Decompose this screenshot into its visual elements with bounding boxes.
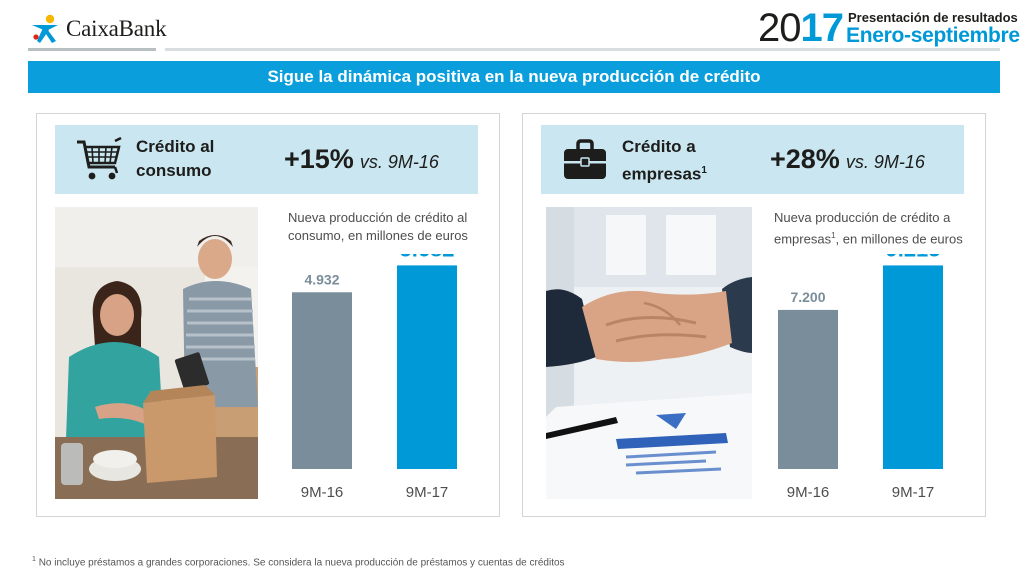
growth-figure: +28% vs. 9M-16 bbox=[770, 144, 925, 175]
panel-header: Crédito a empresas1 +28% vs. 9M-16 bbox=[541, 125, 964, 194]
consumer-credit-panel: Crédito al consumo +15% vs. 9M-16 Nueva p… bbox=[36, 113, 500, 517]
banner-text: Sigue la dinámica positiva en la nueva p… bbox=[267, 67, 761, 86]
year-label: 2017 bbox=[758, 6, 844, 50]
logo-divider bbox=[28, 48, 156, 51]
value-label-9m-16: 7.200 bbox=[790, 289, 825, 305]
business-credit-panel: Crédito a empresas1 +28% vs. 9M-16 Nueva … bbox=[522, 113, 986, 517]
panel-header: Crédito al consumo +15% vs. 9M-16 bbox=[55, 125, 478, 194]
bar-9m-17 bbox=[883, 265, 943, 469]
chart-caption: Nueva producción de crédito al consumo, … bbox=[288, 210, 468, 243]
panel-title: Crédito a empresas1 bbox=[622, 135, 772, 187]
bar-9m-16 bbox=[292, 292, 352, 469]
category-label-9m-16: 9M-16 bbox=[301, 484, 344, 501]
growth-figure: +15% vs. 9M-16 bbox=[284, 144, 439, 175]
business-credit-bar-chart: 7.200 9M-16 9.213 9M-17 bbox=[778, 254, 943, 501]
section-banner: Sigue la dinámica positiva en la nueva p… bbox=[28, 61, 1000, 93]
briefcase-icon bbox=[564, 139, 606, 179]
consumer-credit-bar-chart: 4.932 9M-16 5.682 9M-17 bbox=[292, 254, 457, 501]
growth-value: +28% bbox=[770, 144, 840, 174]
panel-title-text: Crédito a empresas bbox=[622, 137, 702, 184]
header-divider bbox=[165, 48, 1000, 51]
presentation-title: Presentación de resultados bbox=[848, 10, 1018, 25]
category-label-9m-17: 9M-17 bbox=[892, 484, 935, 501]
handshake-photo bbox=[546, 207, 752, 499]
footnote: 1 No incluye préstamos a grandes corpora… bbox=[32, 556, 565, 568]
category-label-9m-16: 9M-16 bbox=[787, 484, 830, 501]
star-logo-icon bbox=[32, 14, 58, 43]
growth-comparison: vs. 9M-16 bbox=[359, 152, 439, 172]
footnote-number: 1 bbox=[32, 556, 36, 563]
footnote-marker: 1 bbox=[701, 165, 707, 176]
caption-text: Nueva producción de crédito a empresas bbox=[774, 210, 951, 247]
year-prefix: 20 bbox=[758, 6, 801, 50]
value-label-9m-17: 5.682 bbox=[399, 254, 454, 261]
footnote-text: No incluye préstamos a grandes corporaci… bbox=[38, 557, 565, 569]
panel-title: Crédito al consumo bbox=[136, 137, 215, 180]
chart-caption: Nueva producción de crédito a empresas1,… bbox=[774, 209, 969, 248]
couple-unpacking-photo bbox=[55, 207, 258, 499]
caixabank-logo: CaixaBank bbox=[28, 12, 167, 46]
presentation-period: Enero-septiembre bbox=[846, 24, 1020, 47]
caption-text-end: , en millones de euros bbox=[835, 231, 963, 247]
bar-9m-17 bbox=[397, 265, 457, 469]
category-label-9m-17: 9M-17 bbox=[406, 484, 449, 501]
footnote-marker: 1 bbox=[831, 231, 836, 240]
shopping-cart-icon bbox=[77, 137, 122, 180]
growth-value: +15% bbox=[284, 144, 354, 174]
value-label-9m-17: 9.213 bbox=[885, 254, 940, 261]
value-label-9m-16: 4.932 bbox=[304, 271, 339, 287]
year-suffix: 17 bbox=[800, 6, 844, 50]
bar-9m-16 bbox=[778, 309, 838, 469]
growth-comparison: vs. 9M-16 bbox=[845, 152, 925, 172]
logo-text: CaixaBank bbox=[66, 16, 167, 41]
